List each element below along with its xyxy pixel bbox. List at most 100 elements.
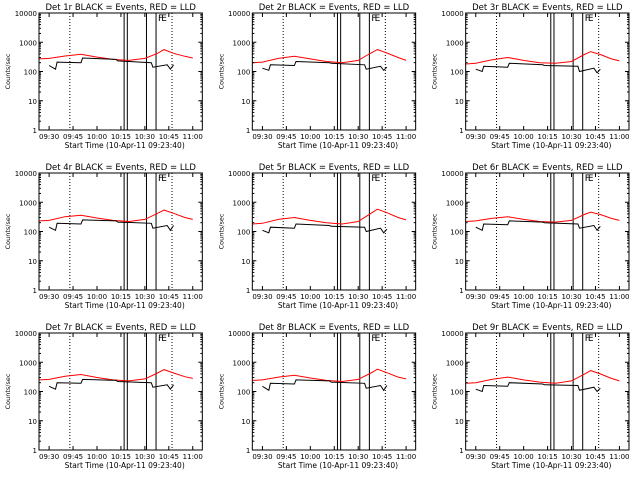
flag-label: F (158, 334, 163, 344)
y-tick-label: 1000 (233, 39, 251, 47)
series-lld-line (466, 211, 620, 223)
y-tick-label: 1 (33, 287, 37, 295)
x-axis-label: Start Time (10-Apr-11 09:23:40) (65, 461, 185, 470)
x-tick-label: 10:30 (135, 293, 155, 301)
plot-frame (251, 332, 417, 451)
x-tick-label: 10:15 (537, 293, 557, 301)
x-tick-label: 10:00 (514, 453, 534, 461)
plot-frame (465, 172, 630, 291)
x-tick-label: 11:00 (396, 293, 416, 301)
series-events-line (48, 57, 175, 71)
flag-label: E (375, 14, 381, 24)
series-events-line (475, 62, 601, 74)
series-events-line (475, 382, 601, 393)
x-axis-label: Start Time (10-Apr-11 09:23:40) (491, 141, 611, 150)
x-tick-label: 09:30 (466, 293, 486, 301)
y-tick-label: 1000 (19, 199, 37, 207)
x-tick-label: 11:00 (183, 293, 203, 301)
series-events-line (48, 378, 175, 391)
x-tick-label: 10:30 (348, 133, 368, 141)
y-axis-label: Counts/sec (4, 53, 12, 89)
x-tick-label: 10:15 (111, 133, 131, 141)
x-tick-label: 09:45 (490, 133, 510, 141)
y-tick-label: 10000 (228, 10, 250, 18)
y-tick-label: 10 (455, 258, 464, 266)
x-axis-label: Start Time (10-Apr-11 09:23:40) (278, 301, 398, 310)
y-tick-label: 1 (246, 287, 250, 295)
x-tick-label: 10:45 (372, 453, 392, 461)
flag-label: F (158, 174, 163, 184)
y-tick-label: 10 (28, 258, 37, 266)
x-tick-label: 09:30 (39, 133, 59, 141)
y-tick-label: 100 (24, 229, 37, 237)
flag-label: F (371, 174, 376, 184)
x-tick-label: 09:30 (466, 133, 486, 141)
y-axis-label: Counts/sec (217, 373, 225, 409)
x-tick-label: 10:45 (159, 453, 179, 461)
x-tick-label: 09:30 (466, 453, 486, 461)
y-tick-label: 10000 (441, 10, 463, 18)
x-tick-label: 10:30 (561, 133, 581, 141)
x-tick-label: 09:45 (276, 453, 296, 461)
y-axis-label: Counts/sec (217, 213, 225, 249)
series-events-line (48, 219, 175, 232)
x-tick-label: 09:45 (63, 293, 83, 301)
x-tick-label: 10:00 (300, 453, 320, 461)
series-events-line (262, 379, 388, 392)
y-tick-label: 1 (246, 127, 250, 135)
flag-label: F (585, 174, 590, 184)
y-tick-label: 10000 (15, 10, 37, 18)
y-tick-label: 1 (459, 447, 463, 455)
x-tick-label: 09:45 (276, 133, 296, 141)
y-tick-label: 10 (28, 418, 37, 426)
x-tick-label: 10:45 (585, 293, 605, 301)
x-tick-label: 10:45 (585, 133, 605, 141)
y-tick-label: 1000 (19, 359, 37, 367)
y-tick-label: 1000 (19, 39, 37, 47)
y-axis-label: Counts/sec (4, 213, 12, 249)
y-tick-label: 10000 (228, 330, 250, 338)
series-events-line (262, 223, 388, 234)
y-tick-label: 100 (450, 389, 463, 397)
panel-title: Det 4r BLACK = Events, RED = LLD (45, 163, 196, 173)
x-tick-label: 11:00 (609, 293, 629, 301)
panel-title: Det 2r BLACK = Events, RED = LLD (259, 3, 410, 13)
x-tick-label: 10:30 (348, 293, 368, 301)
y-axis-label: Counts/sec (431, 53, 439, 89)
x-axis-label: Start Time (10-Apr-11 09:23:40) (65, 141, 185, 150)
x-tick-label: 11:00 (183, 133, 203, 141)
y-tick-label: 10 (455, 98, 464, 106)
y-tick-label: 100 (237, 229, 250, 237)
series-lld-line (39, 209, 193, 223)
x-tick-label: 09:45 (490, 453, 510, 461)
flag-label: E (588, 334, 594, 344)
panel-title: Det 7r BLACK = Events, RED = LLD (45, 323, 196, 333)
x-tick-label: 10:45 (159, 293, 179, 301)
y-tick-label: 1000 (446, 39, 464, 47)
series-lld-line (466, 370, 620, 384)
x-tick-label: 09:30 (252, 133, 272, 141)
x-tick-label: 11:00 (609, 453, 629, 461)
y-tick-label: 100 (237, 389, 250, 397)
y-axis-label: Counts/sec (431, 213, 439, 249)
x-axis-label: Start Time (10-Apr-11 09:23:40) (491, 461, 611, 470)
flag-label: F (158, 14, 163, 24)
y-tick-label: 1000 (446, 359, 464, 367)
y-tick-label: 1 (33, 447, 37, 455)
x-tick-label: 10:00 (87, 453, 107, 461)
y-tick-label: 1 (33, 127, 37, 135)
x-tick-label: 10:30 (561, 293, 581, 301)
series-lld-line (252, 49, 407, 64)
x-tick-label: 10:45 (159, 133, 179, 141)
series-lld-line (252, 208, 407, 225)
flag-label: E (375, 334, 381, 344)
plot-frame (251, 12, 417, 131)
x-tick-label: 10:15 (324, 293, 344, 301)
panel-title: Det 6r BLACK = Events, RED = LLD (472, 163, 623, 173)
x-tick-label: 10:45 (372, 293, 392, 301)
x-tick-label: 09:30 (252, 293, 272, 301)
